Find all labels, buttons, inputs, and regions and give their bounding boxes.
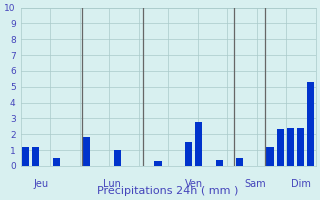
Text: Dim: Dim <box>291 179 310 189</box>
Bar <box>22 147 29 166</box>
Bar <box>236 158 243 166</box>
Bar <box>32 147 39 166</box>
Text: Sam: Sam <box>244 179 266 189</box>
Bar <box>195 122 202 166</box>
Text: Lun: Lun <box>103 179 121 189</box>
Bar <box>297 128 304 166</box>
Bar <box>216 160 223 166</box>
Bar <box>83 137 90 166</box>
Bar <box>307 82 314 166</box>
Bar <box>287 128 294 166</box>
Bar <box>276 129 284 166</box>
X-axis label: Précipitations 24h ( mm ): Précipitations 24h ( mm ) <box>98 185 239 196</box>
Bar <box>185 142 192 166</box>
Bar <box>267 147 274 166</box>
Bar <box>155 161 162 166</box>
Text: Ven: Ven <box>185 179 203 189</box>
Text: Jeu: Jeu <box>33 179 48 189</box>
Bar <box>114 150 121 166</box>
Bar <box>52 158 60 166</box>
